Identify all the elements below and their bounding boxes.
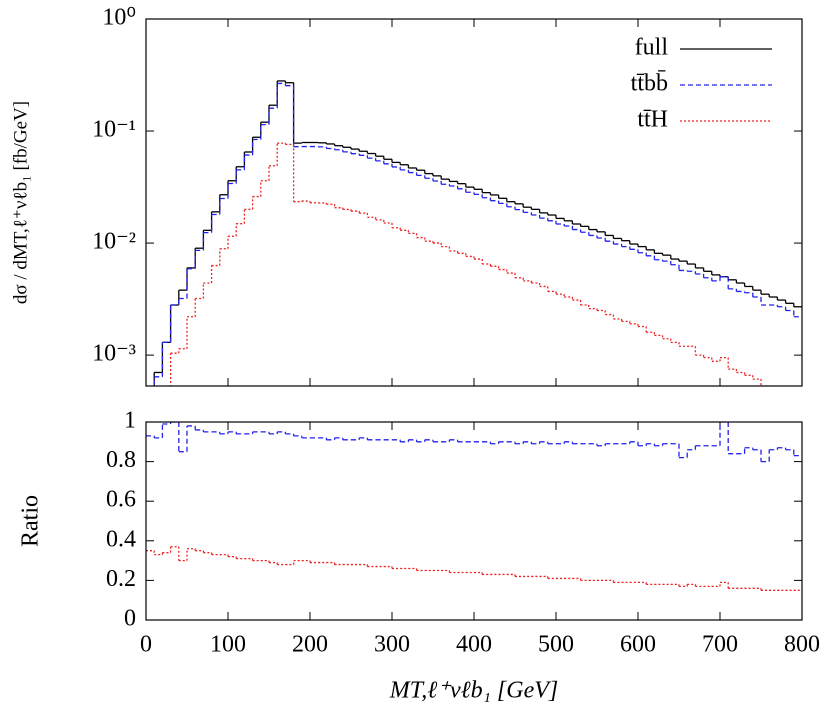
y-tick-label: 1 [124,408,136,434]
x-tick-label: 500 [538,632,574,658]
y-tick-label: 10⁰ [102,5,136,31]
x-tick-label: 0 [140,632,152,658]
legend-label: tt̄bb̄ [631,70,668,96]
y-tick-label: 0.6 [106,487,136,513]
x-tick-label: 700 [702,632,738,658]
legend-label: tt̄H [637,107,668,133]
x-tick-label: 300 [374,632,410,658]
y-tick-label: 0.4 [106,526,136,552]
x-axis-label: MT,ℓ⁺νℓb₁ [GeV] [389,678,559,704]
x-tick-label: 600 [620,632,656,658]
y-tick-label: 0.2 [106,566,136,592]
x-tick-label: 800 [784,632,820,658]
y-tick-label: 10⁻¹ [92,117,136,143]
x-tick-label: 100 [210,632,246,658]
x-tick-label: 400 [456,632,492,658]
plot-area [146,422,802,591]
y-axis-label: dσ / dMT,ℓ⁺νℓb₁ [fb/GeV] [10,101,31,304]
plot-area [153,80,802,386]
y-tick-label: 10⁻³ [92,341,136,367]
y-tick-label: 10⁻² [92,229,136,255]
legend-label: full [635,35,669,61]
y-axis-label: Ratio [18,495,44,547]
plot-frame [145,421,803,621]
x-tick-label: 200 [292,632,328,658]
plot-frame [145,18,803,387]
y-tick-label: 0 [124,606,136,632]
y-tick-label: 0.8 [106,447,136,473]
